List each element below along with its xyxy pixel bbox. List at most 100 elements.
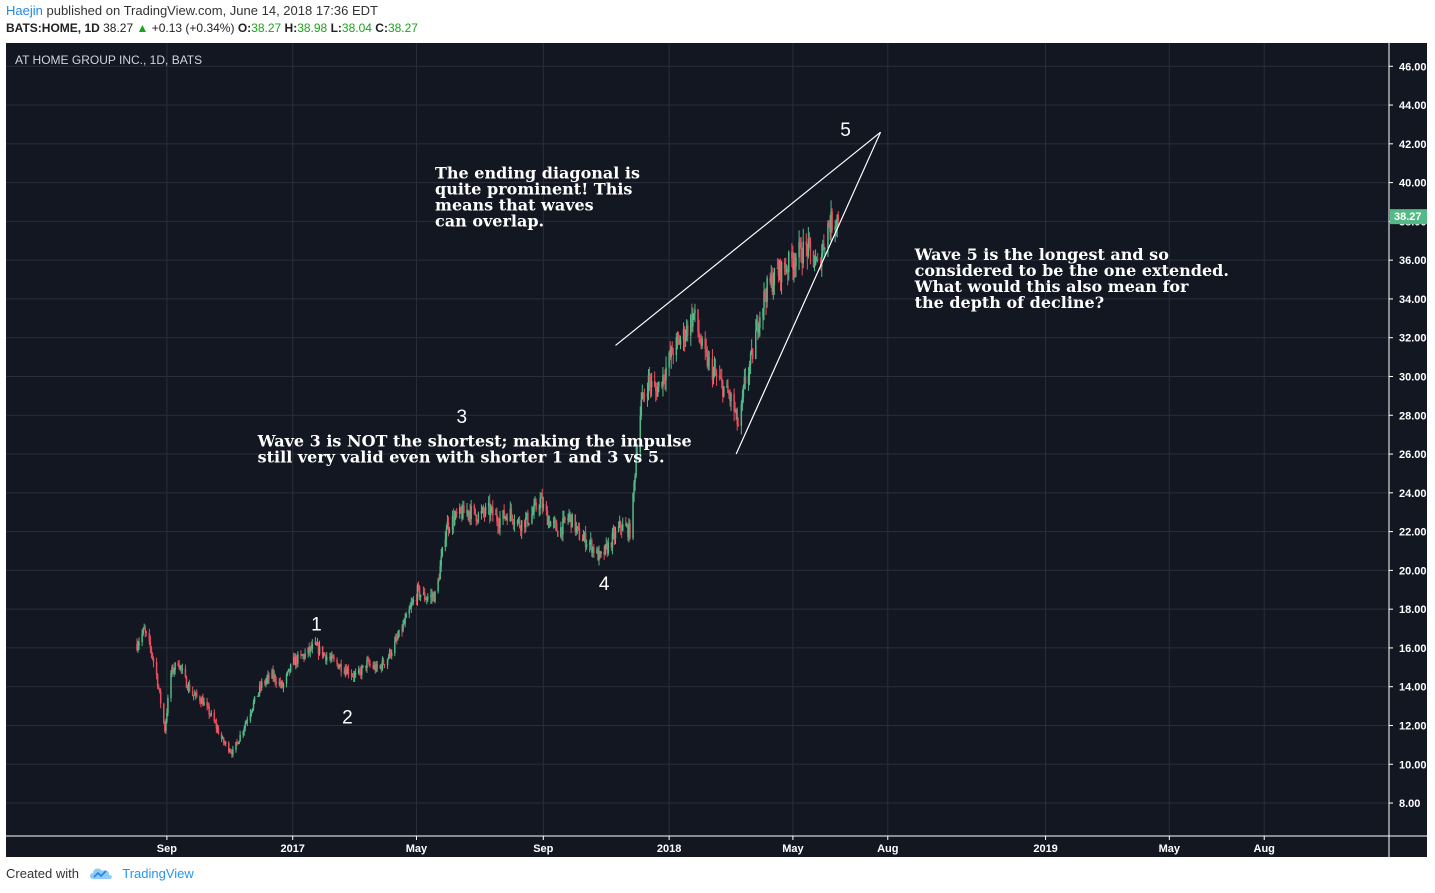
candle-body bbox=[763, 291, 765, 309]
candle-body bbox=[181, 668, 184, 670]
low-value: 38.04 bbox=[341, 21, 372, 35]
candle-body bbox=[271, 670, 273, 679]
y-tick-label: 32.00 bbox=[1399, 333, 1427, 345]
candle-body bbox=[480, 510, 483, 514]
candle-body bbox=[772, 284, 775, 292]
change-value: +0.13 (+0.34%) bbox=[151, 21, 235, 35]
candle-body bbox=[362, 665, 364, 668]
candle-body bbox=[611, 533, 614, 548]
candle-body bbox=[831, 211, 833, 231]
y-tick-label: 16.00 bbox=[1399, 643, 1427, 655]
y-tick-label: 44.00 bbox=[1399, 100, 1427, 112]
candle-body bbox=[552, 521, 555, 523]
candle-body bbox=[396, 638, 398, 640]
candle-body bbox=[272, 670, 274, 678]
candle-body bbox=[404, 617, 406, 624]
candle-body bbox=[697, 309, 699, 332]
candle-body bbox=[740, 404, 743, 426]
candle-body bbox=[315, 642, 318, 646]
candle-body bbox=[459, 507, 461, 514]
close-value: 38.27 bbox=[387, 21, 418, 35]
candle-body bbox=[548, 519, 551, 527]
candle-body bbox=[351, 675, 354, 677]
candle-body bbox=[165, 721, 167, 732]
candle-body bbox=[513, 522, 516, 524]
candle-body bbox=[583, 533, 586, 538]
candle-body bbox=[793, 263, 795, 270]
candle-body bbox=[158, 688, 161, 692]
candle-body bbox=[322, 653, 325, 657]
candle-body bbox=[535, 502, 537, 510]
high-value: 38.98 bbox=[297, 21, 328, 35]
tradingview-link[interactable]: TradingView bbox=[122, 866, 194, 881]
candle-body bbox=[773, 268, 776, 285]
candle-body bbox=[708, 357, 711, 359]
candle-body bbox=[369, 663, 371, 665]
candle-body bbox=[286, 671, 289, 675]
candle-body bbox=[191, 691, 194, 696]
candle-body bbox=[777, 268, 780, 277]
candle-body bbox=[791, 251, 793, 259]
candle-body bbox=[193, 694, 196, 696]
candle-body bbox=[196, 692, 198, 697]
candle-body bbox=[554, 521, 557, 524]
candle-body bbox=[491, 506, 493, 509]
candle-body bbox=[454, 511, 457, 517]
last-price-tag: 38.27 bbox=[1390, 209, 1427, 225]
candle-body bbox=[275, 681, 277, 684]
open-label: O: bbox=[237, 21, 252, 35]
candle-body bbox=[336, 659, 338, 664]
candle-body bbox=[600, 551, 602, 555]
candle-body bbox=[201, 698, 203, 704]
candle-body bbox=[828, 222, 830, 227]
candle-body bbox=[476, 521, 479, 523]
candle-body bbox=[733, 393, 735, 411]
candle-body bbox=[354, 673, 357, 675]
annotation-line: still very valid even with shorter 1 and… bbox=[258, 447, 665, 466]
trendline bbox=[735, 131, 882, 455]
candle-body bbox=[574, 514, 577, 533]
candle-body bbox=[422, 592, 425, 595]
candle-body bbox=[451, 516, 454, 530]
candle-body bbox=[381, 659, 384, 669]
time-axis[interactable]: Sep 2017 May Sep 2018 May Aug 2019 May Aug bbox=[157, 836, 1275, 855]
candle-body bbox=[409, 606, 412, 610]
candle-body bbox=[245, 721, 248, 724]
candle-body bbox=[249, 713, 252, 721]
candle-body bbox=[705, 349, 708, 353]
candle-body bbox=[714, 367, 717, 374]
candle-body bbox=[783, 262, 786, 269]
candle-body bbox=[519, 526, 522, 531]
candle-body bbox=[314, 642, 317, 644]
candle-body bbox=[795, 257, 797, 267]
price-axis[interactable]: 8.00 10.00 12.00 14.00 16.00 18.00 20.00 22.00 2… bbox=[1389, 61, 1427, 810]
candle-body bbox=[390, 653, 393, 656]
candle-body bbox=[184, 668, 187, 677]
candle-body bbox=[785, 269, 788, 272]
candle-body bbox=[701, 338, 703, 347]
candle-body bbox=[584, 533, 587, 547]
candle-body bbox=[172, 667, 174, 673]
candle-body bbox=[590, 540, 592, 543]
candle-body bbox=[437, 579, 439, 592]
candle-body bbox=[792, 258, 794, 270]
candle-body bbox=[209, 714, 211, 716]
candle-body bbox=[798, 242, 800, 258]
author-link[interactable]: Haejin bbox=[6, 3, 43, 18]
ohlc-bar: BATS:HOME, 1D 38.27 ▲ +0.13 (+0.34%) O:3… bbox=[6, 21, 418, 35]
candle-body bbox=[317, 643, 320, 655]
candle-body bbox=[462, 505, 464, 519]
candle-body bbox=[835, 225, 837, 227]
candle-body bbox=[730, 393, 732, 401]
candle-body bbox=[383, 664, 386, 666]
candle-body bbox=[434, 591, 436, 602]
candle-body bbox=[444, 539, 447, 548]
candle-body bbox=[648, 374, 651, 382]
candle-body bbox=[744, 377, 747, 384]
candle-body bbox=[310, 646, 313, 649]
candle-body bbox=[338, 666, 340, 669]
candle-body bbox=[634, 475, 636, 483]
candle-body bbox=[141, 633, 143, 643]
candle-body bbox=[698, 331, 700, 338]
